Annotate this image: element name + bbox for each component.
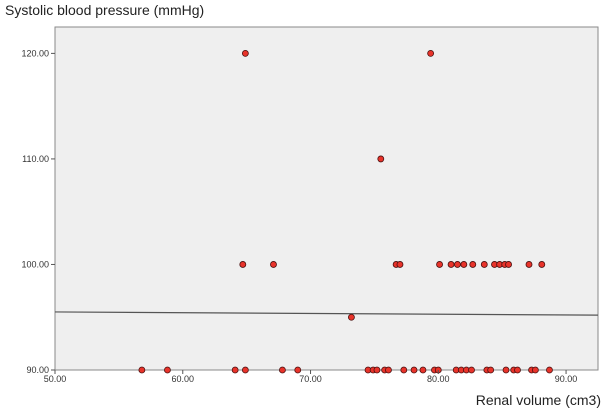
data-point (410, 366, 418, 374)
data-point (460, 261, 468, 268)
data-point (294, 366, 302, 374)
data-point (279, 366, 286, 374)
data-point (454, 261, 461, 268)
y-tick-label: 90.00 (26, 365, 49, 375)
data-point (487, 366, 495, 374)
data-point (480, 261, 488, 268)
data-point (546, 366, 553, 374)
data-point (396, 261, 404, 268)
x-axis-title: Renal volume (cm3) (476, 392, 601, 408)
x-tick-label: 90.00 (555, 374, 578, 384)
data-point (164, 366, 171, 374)
x-tick-label: 50.00 (44, 374, 67, 384)
y-axis-title: Systolic blood pressure (mmHg) (5, 2, 204, 18)
data-point (505, 261, 512, 268)
data-point (385, 366, 392, 374)
data-point (531, 366, 539, 374)
y-tick-label: 110.00 (22, 154, 49, 164)
y-tick-label: 120.00 (21, 48, 49, 58)
data-point (373, 366, 381, 374)
data-point (241, 366, 249, 374)
data-point (400, 366, 408, 374)
x-tick-label: 60.00 (171, 374, 194, 384)
data-point (377, 155, 385, 163)
x-tick-label: 80.00 (427, 374, 450, 384)
data-point (348, 313, 355, 321)
data-point (502, 366, 510, 374)
data-point (436, 261, 443, 268)
data-point (241, 49, 249, 57)
data-point (538, 261, 546, 268)
data-point (468, 366, 475, 374)
fit-line-layer (54, 311, 599, 316)
data-point (469, 261, 477, 268)
data-point (525, 261, 533, 268)
x-tick-label: 70.00 (299, 374, 322, 384)
data-point (270, 261, 277, 268)
axes: 50.00 60.00 70.00 80.00 90.00 90.00 100.00 110.… (21, 48, 577, 384)
data-point (138, 366, 146, 374)
data-point (419, 366, 427, 374)
data-points (138, 49, 553, 374)
data-point (514, 366, 521, 374)
data-point (231, 366, 239, 374)
plot-area (54, 26, 599, 371)
data-point (447, 261, 455, 268)
data-point (427, 49, 435, 57)
data-point (239, 261, 247, 268)
y-tick-label: 100.00 (21, 259, 49, 269)
fit-line (54, 311, 599, 316)
